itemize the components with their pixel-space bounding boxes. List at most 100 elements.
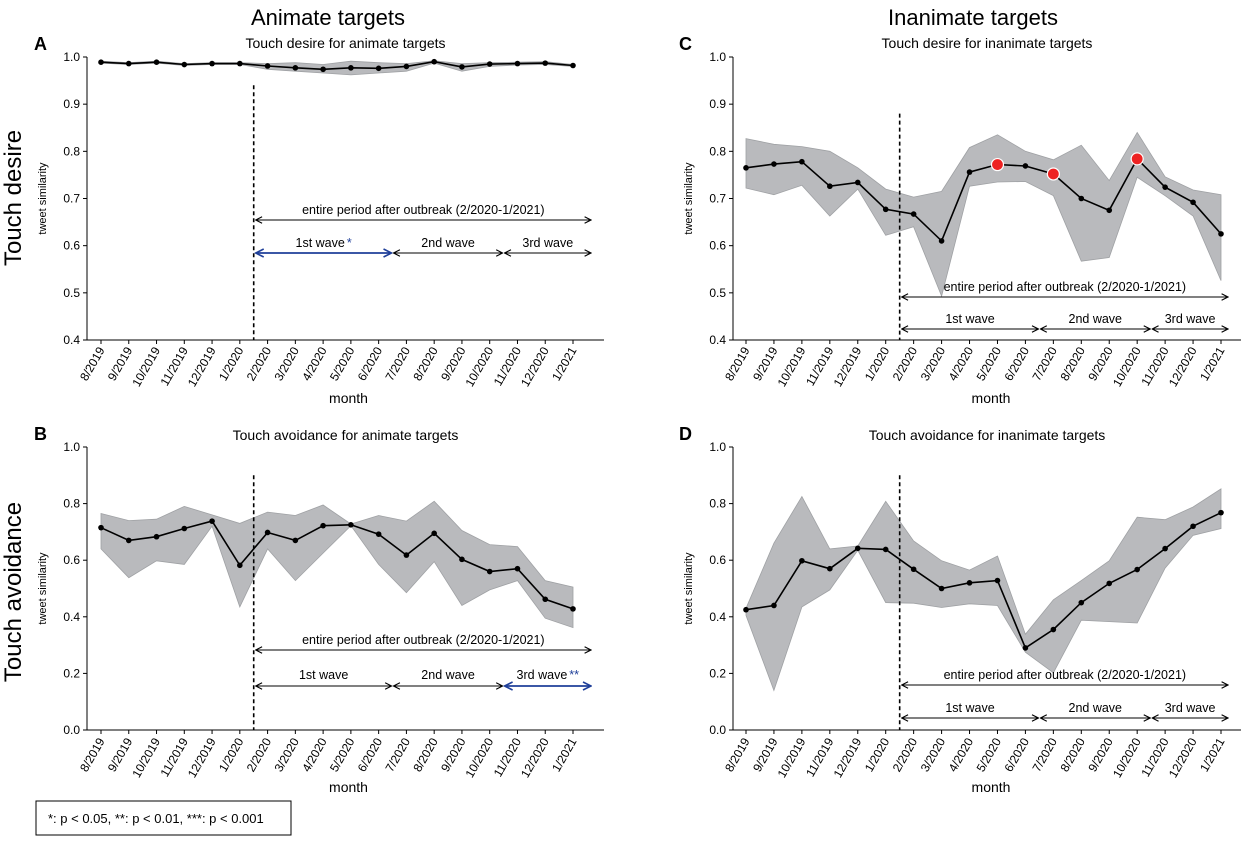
panel-a-xtick-label: 8/2020 bbox=[410, 344, 441, 383]
panel-d-ytick-label: 0.2 bbox=[709, 666, 726, 680]
panel-d-period-label-entire: entire period after outbreak (2/2020-1/2… bbox=[944, 668, 1187, 682]
panel-c-data-point bbox=[910, 211, 917, 217]
panel-a-ytick-label: 0.7 bbox=[63, 192, 80, 206]
panel-a-data-point bbox=[181, 61, 188, 68]
panel-b-data-point bbox=[570, 606, 576, 612]
panel-c-data-point bbox=[827, 183, 833, 190]
panel-d: D Touch avoidance for inanimate targets 0.… bbox=[679, 424, 1241, 795]
panel-d-ylabel: tweet similarity bbox=[683, 552, 695, 625]
panel-d-data-point bbox=[854, 545, 861, 552]
panel-a-data-point bbox=[320, 66, 326, 73]
panel-a-period-label-wave-2: 2nd wave bbox=[421, 236, 475, 250]
panel-c-data-point bbox=[854, 179, 861, 186]
panel-c-ytick-label: 0.4 bbox=[709, 333, 726, 347]
panel-d-ytick-label: 0.6 bbox=[709, 553, 726, 567]
panel-c-xtick-label: 8/2020 bbox=[1057, 344, 1088, 383]
panel-a-data-point bbox=[209, 60, 215, 67]
panel-c-ytick-label: 0.8 bbox=[709, 144, 726, 158]
panel-d-data-point bbox=[966, 580, 973, 586]
panel-d-ytick-label: 0.4 bbox=[709, 610, 726, 624]
panel-a-data-point bbox=[348, 65, 354, 71]
panel-a-data-point bbox=[292, 65, 299, 71]
panel-a-xtick-label: 5/2020 bbox=[327, 344, 358, 383]
panel-a-xlabel: month bbox=[329, 390, 368, 406]
panel-a-xtick-label: 1/2021 bbox=[549, 344, 580, 383]
panel-d-title: Touch avoidance for inanimate targets bbox=[869, 427, 1106, 443]
panel-b-xtick-label: 2/2020 bbox=[244, 735, 275, 774]
panel-b-data-point bbox=[292, 537, 299, 544]
panel-b-xlabel: month bbox=[329, 779, 368, 795]
panel-c-title: Touch desire for inanimate targets bbox=[882, 35, 1093, 51]
panel-b-data-point bbox=[431, 530, 437, 537]
panel-c-data-point bbox=[966, 169, 973, 175]
panel-b-ytick-label: 0.6 bbox=[63, 553, 80, 567]
panel-d-xtick-label: 8/2020 bbox=[1057, 735, 1088, 774]
panel-b-ytick-label: 0.0 bbox=[63, 723, 80, 737]
panel-d-data-point bbox=[1022, 645, 1029, 651]
panel-b-data-point bbox=[403, 552, 410, 558]
panel-b-xtick-label: 8/2020 bbox=[410, 735, 441, 774]
panel-d-data-point bbox=[1218, 509, 1224, 516]
panel-c-period-label-entire: entire period after outbreak (2/2020-1/2… bbox=[944, 280, 1187, 294]
panel-a-ytick-label: 0.8 bbox=[63, 144, 80, 158]
panel-c-xtick-label: 9/2019 bbox=[750, 344, 781, 383]
panel-c-period-label-wave-3: 3rd wave bbox=[1165, 312, 1216, 326]
panel-d-data-point bbox=[743, 606, 749, 613]
panel-b-data-point bbox=[542, 596, 549, 603]
panel-c-xtick-label: 3/2020 bbox=[918, 344, 949, 383]
panel-c-data-point bbox=[1218, 231, 1224, 237]
panel-d-period-label-wave-3: 3rd wave bbox=[1165, 701, 1216, 715]
panel-d-xtick-label: 2/2020 bbox=[890, 735, 921, 774]
panel-b-period-label-wave-3: 3rd wave ** bbox=[517, 668, 580, 682]
panel-d-xtick-label: 1/2021 bbox=[1197, 735, 1228, 774]
panel-d-data-point bbox=[1190, 523, 1196, 530]
panel-b-data-point bbox=[209, 518, 215, 524]
panel-a-data-point bbox=[237, 60, 243, 67]
panel-d-data-point bbox=[1078, 599, 1085, 606]
panel-b-ytick-label: 1.0 bbox=[63, 440, 80, 454]
panel-b-ytick-label: 0.2 bbox=[63, 666, 80, 680]
legend-text: *: p < 0.05, **: p < 0.01, ***: p < 0.00… bbox=[48, 811, 264, 826]
panel-a-xtick-label: 2/2020 bbox=[244, 344, 275, 383]
panel-b-data-point bbox=[375, 531, 382, 537]
panel-b-data-point bbox=[264, 529, 271, 536]
panel-b-ytick-label: 0.8 bbox=[63, 497, 80, 511]
panel-c-xtick-label: 12/2019 bbox=[831, 344, 865, 389]
panel-d-xtick-label: 4/2020 bbox=[946, 735, 977, 774]
panel-d-xtick-label: 1/2020 bbox=[862, 735, 893, 774]
panel-b-ytick-label: 0.4 bbox=[63, 610, 80, 624]
panel-a-xtick-label: 6/2020 bbox=[355, 344, 386, 383]
panel-b-data-point bbox=[153, 533, 160, 540]
panel-a-period-label-wave-3: 3rd wave bbox=[522, 236, 573, 250]
panel-a-data-point bbox=[542, 60, 549, 66]
panel-a-data-point bbox=[125, 60, 132, 67]
panel-d-data-point bbox=[827, 565, 833, 572]
panel-a-xtick-label: 3/2020 bbox=[271, 344, 302, 383]
panel-c-data-point bbox=[1162, 184, 1168, 190]
panel-a-ytick-label: 0.5 bbox=[63, 286, 80, 300]
panel-c-data-point bbox=[1022, 163, 1029, 169]
panel-a-data-point bbox=[459, 64, 465, 70]
panel-c-ytick-label: 0.7 bbox=[709, 192, 726, 206]
panel-d-xlabel: month bbox=[972, 779, 1011, 795]
panel-a-ytick-label: 0.6 bbox=[63, 239, 80, 253]
panel-c-series-line bbox=[745, 157, 1222, 243]
panel-b-data-point bbox=[459, 556, 465, 563]
panel-d-period-label-wave-1: 1st wave bbox=[945, 701, 994, 715]
panel-c-highlight-point bbox=[990, 157, 1005, 172]
panel-a-xtick-label: 8/2019 bbox=[77, 344, 108, 383]
panel-d-ytick-label: 0.0 bbox=[709, 723, 726, 737]
panel-b-ylabel: tweet similarity bbox=[37, 552, 49, 625]
panel-b-letter: B bbox=[34, 424, 47, 444]
panel-c-xtick-label: 9/2020 bbox=[1085, 344, 1116, 383]
panel-d-xtick-label: 12/2019 bbox=[831, 735, 865, 780]
panel-a-period-label-entire: entire period after outbreak (2/2020-1/2… bbox=[302, 203, 545, 217]
panels: A Touch desire for animate targets 0.4 0.5 0… bbox=[34, 34, 1241, 795]
panel-c-data-point bbox=[882, 206, 889, 213]
panel-b-data-point bbox=[98, 524, 104, 531]
panel-b-data-point bbox=[514, 565, 521, 572]
panel-d-data-point bbox=[1162, 545, 1168, 552]
panel-c: C Touch desire for inanimate targets 0.4 0.… bbox=[679, 34, 1241, 406]
panel-d-data-point bbox=[882, 546, 889, 553]
panel-c-data-point bbox=[743, 165, 749, 171]
